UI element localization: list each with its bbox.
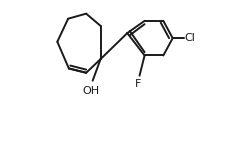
Text: Cl: Cl xyxy=(185,33,196,43)
Text: OH: OH xyxy=(82,86,99,96)
Text: F: F xyxy=(135,79,141,89)
